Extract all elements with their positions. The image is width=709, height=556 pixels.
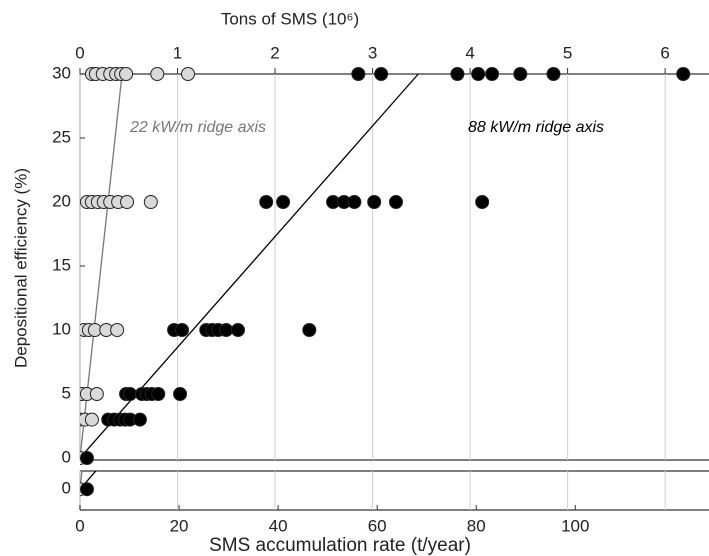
- point: [347, 195, 362, 209]
- point: [219, 323, 234, 337]
- point: [388, 195, 403, 209]
- x2-tick-label: 5: [563, 43, 572, 62]
- x-tick-label: 40: [269, 516, 288, 535]
- x2-tick-label: 3: [368, 43, 377, 62]
- point: [119, 67, 134, 81]
- point: [374, 67, 389, 81]
- plot-area: [80, 471, 97, 497]
- x-tick-label: 80: [467, 516, 486, 535]
- x2-tick-label: 2: [270, 43, 279, 62]
- point: [676, 67, 691, 81]
- point: [485, 67, 500, 81]
- point: [151, 387, 166, 401]
- x-axis-title: SMS accumulation rate (t/year): [209, 535, 471, 556]
- point: [351, 67, 366, 81]
- x2-tick-label: 4: [465, 43, 474, 62]
- y-axis-title: Depositional efficiency (%): [11, 168, 30, 368]
- x2-tick-label: 1: [173, 43, 182, 62]
- point: [276, 195, 291, 209]
- x-tick-label: 60: [368, 516, 387, 535]
- point: [143, 195, 158, 209]
- x2-tick-label: 0: [75, 43, 84, 62]
- point: [175, 323, 190, 337]
- point: [230, 323, 245, 337]
- point: [123, 387, 138, 401]
- y-tick-label: 30: [52, 63, 71, 82]
- series-label: 22 kW/m ridge axis: [129, 119, 266, 136]
- y-tick-label: 0: [62, 479, 71, 498]
- point: [89, 387, 104, 401]
- point: [546, 67, 561, 81]
- y-tick-label: 15: [52, 255, 71, 274]
- point: [302, 323, 317, 337]
- point: [450, 67, 465, 81]
- y-tick-label: 20: [52, 191, 71, 210]
- point: [120, 195, 135, 209]
- point: [367, 195, 382, 209]
- point: [471, 67, 486, 81]
- point: [173, 387, 188, 401]
- y-tick-label: 0: [62, 447, 71, 466]
- point: [80, 451, 94, 465]
- plot-area: [80, 67, 691, 465]
- point: [84, 412, 99, 427]
- fit-line: [80, 471, 97, 490]
- point: [80, 482, 94, 497]
- fit-line: [80, 471, 83, 490]
- y-tick-label: 5: [62, 383, 71, 402]
- series-label: 88 kW/m ridge axis: [468, 119, 604, 136]
- point: [132, 412, 147, 427]
- point: [180, 67, 195, 81]
- top-axis-title: Tons of SMS (10⁶): [221, 9, 359, 28]
- y-tick-label: 10: [52, 319, 71, 338]
- point: [150, 67, 165, 81]
- point: [513, 67, 528, 81]
- x-tick-label: 20: [170, 516, 189, 535]
- point: [259, 195, 274, 209]
- y-tick-label: 25: [52, 127, 71, 146]
- x-tick-label: 0: [75, 516, 84, 535]
- x-tick-label: 100: [561, 516, 589, 535]
- point: [475, 195, 490, 209]
- point: [110, 323, 125, 337]
- x2-tick-label: 6: [660, 43, 669, 62]
